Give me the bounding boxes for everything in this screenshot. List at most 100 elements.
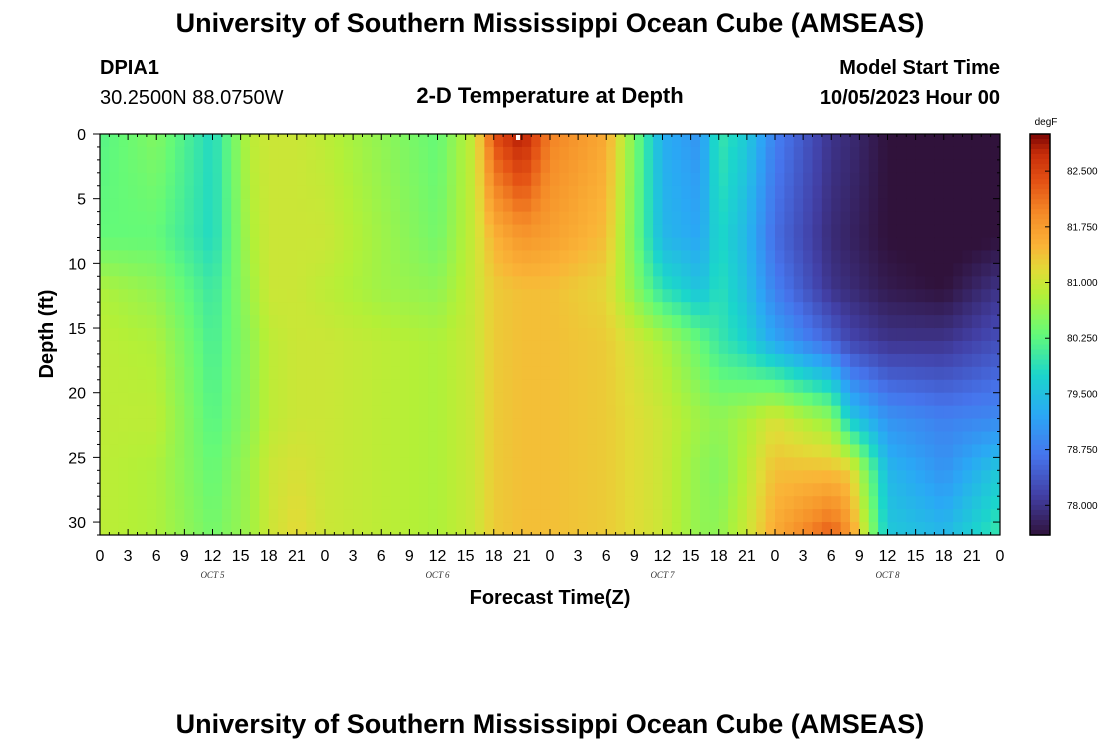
heatmap-cell [146,496,157,510]
heatmap-cell [512,405,523,420]
heatmap-cell [512,250,523,264]
heatmap-cell [568,289,579,303]
heatmap-cell [915,237,926,252]
heatmap-cell [503,302,514,316]
heatmap-cell [287,237,298,252]
heatmap-cell [643,444,654,458]
heatmap-cell [456,224,467,239]
heatmap-cell [868,224,879,239]
heatmap-cell [156,431,167,446]
heatmap-cell [512,276,523,290]
heatmap-cell [596,496,607,510]
x-tick-label: 6 [377,548,386,565]
heatmap-cell [531,224,542,239]
heatmap-cell [550,289,560,303]
heatmap-cell [887,483,898,497]
heatmap-cell [953,496,964,510]
heatmap-cell [728,328,739,342]
heatmap-cell [362,134,373,148]
heatmap-cell [156,250,167,264]
heatmap-cell [128,340,139,355]
heatmap-cell [193,366,204,381]
heatmap-cell [728,457,739,471]
heatmap-cell [971,328,982,342]
heatmap-cell [118,405,129,420]
heatmap-cell [118,366,129,381]
heatmap-cell [887,340,898,355]
heatmap-cell [353,444,364,458]
heatmap-cell [390,315,401,329]
heatmap-cell [371,302,382,316]
heatmap-cell [287,496,298,510]
heatmap-cell [728,134,739,148]
heatmap-cell [831,392,842,407]
heatmap-cell [531,522,542,535]
heatmap-cell [512,392,523,407]
heatmap-cell [128,444,139,458]
heatmap-cell [812,250,823,264]
heatmap-cell [325,431,335,446]
colorbar-tick-label: 79.500 [1067,389,1098,400]
heatmap-cell [156,185,167,200]
heatmap-cell [278,237,289,252]
heatmap-cell [896,392,907,407]
heatmap-cell [906,211,917,226]
heatmap-cell [193,185,204,200]
heatmap-cell [231,431,242,446]
heatmap-cell [137,470,148,484]
heatmap-cell [315,418,326,433]
heatmap-cell [906,470,917,484]
heatmap-cell [868,340,879,355]
heatmap-cell [428,328,439,342]
heatmap-cell [409,470,420,484]
heatmap-cell [643,457,654,471]
heatmap-cell [700,405,710,420]
heatmap-cell [456,134,467,148]
heatmap-cell [868,431,879,446]
heatmap-cell [718,483,729,497]
heatmap-cell [221,276,232,290]
heatmap-cell [250,302,260,316]
heatmap-cell [521,237,532,252]
heatmap-cell [962,340,973,355]
heatmap-cell [906,444,917,458]
heatmap-cell [990,224,1000,239]
heatmap-cell [353,470,364,484]
heatmap-cell [550,340,560,355]
heatmap-cell [212,470,223,484]
heatmap-cell [709,392,720,407]
heatmap-cell [540,431,551,446]
heatmap-cell [671,340,682,355]
heatmap-cell [128,302,139,316]
heatmap-cell [606,418,617,433]
heatmap-cell [746,483,757,497]
heatmap-cell [746,289,757,303]
heatmap-cell [868,457,879,471]
heatmap-cell [343,185,354,200]
heatmap-cell [437,470,448,484]
footer-title: University of Southern Mississippi Ocean… [175,709,925,739]
heatmap-cell [896,353,907,368]
heatmap-cell [775,470,785,484]
heatmap-cell [718,250,729,264]
heatmap-cell [465,405,476,420]
heatmap-cell [521,509,532,523]
heatmap-cell [250,211,260,226]
heatmap-cell [418,470,429,484]
heatmap-cell [943,431,954,446]
heatmap-cell [943,237,954,252]
heatmap-cell [784,224,795,239]
heatmap-cell [953,185,964,200]
heatmap-cell [446,276,457,290]
heatmap-cell [325,328,335,342]
heatmap-cell [606,379,617,394]
heatmap-cell [634,509,645,523]
heatmap-cell [362,276,373,290]
heatmap-cell [746,405,757,420]
heatmap-cell [390,392,401,407]
heatmap-cell [587,522,598,535]
heatmap-cell [709,159,720,174]
heatmap-cell [250,146,260,161]
heatmap-cell [456,289,467,303]
heatmap-cell [718,134,729,148]
